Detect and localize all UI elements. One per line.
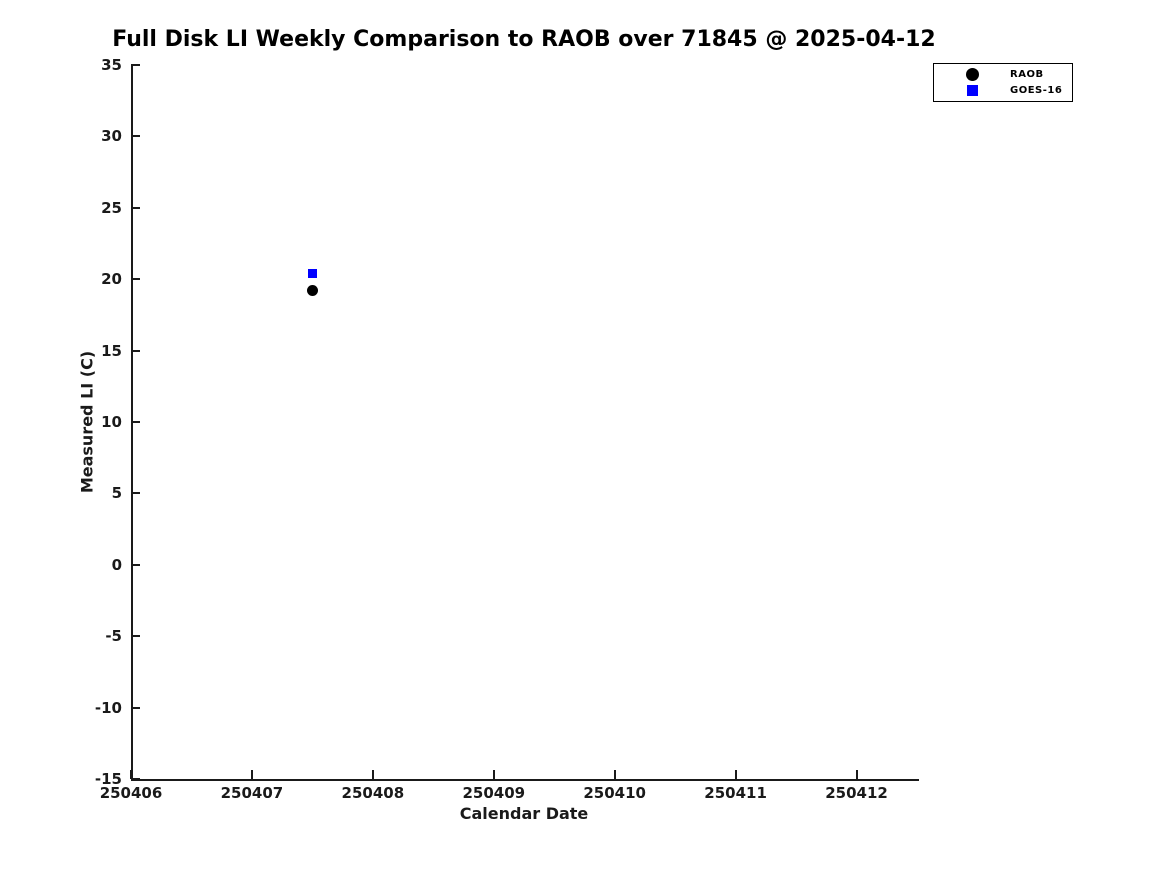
legend-label-raob: RAOB [1010, 69, 1044, 80]
y-tick-mark [131, 349, 140, 352]
y-tick-label: 25 [101, 198, 122, 217]
x-axis-spine [131, 779, 919, 781]
legend-label-goes-16: GOES-16 [1010, 85, 1063, 96]
x-tick-mark [492, 770, 495, 779]
goes-16-square-icon [966, 85, 978, 96]
y-tick-mark [131, 635, 140, 638]
y-tick-mark [131, 778, 140, 780]
y-tick-label: 30 [101, 127, 122, 146]
y-tick-mark [131, 492, 140, 495]
y-tick-label: 35 [101, 56, 122, 74]
x-tick-mark [371, 770, 374, 779]
y-axis-spine [131, 65, 133, 781]
y-tick-label: 5 [111, 484, 122, 503]
x-tick-mark [250, 770, 253, 779]
chart-title: Full Disk LI Weekly Comparison to RAOB o… [112, 27, 936, 52]
x-tick-label: 250409 [462, 784, 526, 802]
x-tick-label: 250412 [825, 784, 888, 802]
x-tick-mark [855, 770, 858, 779]
x-tick-label: 250407 [220, 784, 284, 802]
y-tick-mark [131, 278, 140, 281]
y-tick-label: 10 [101, 413, 122, 431]
y-tick-label: 15 [101, 341, 122, 360]
legend-item-raob: RAOB [934, 67, 1072, 83]
x-tick-mark [130, 770, 132, 779]
y-tick-mark [131, 206, 140, 209]
x-tick-mark [734, 770, 737, 779]
y-tick-mark [131, 563, 140, 566]
y-tick-label: -10 [94, 698, 122, 717]
y-tick-mark [131, 706, 140, 709]
legend-item-goes-16: GOES-16 [934, 83, 1072, 99]
y-tick-label: 0 [111, 555, 122, 574]
y-tick-label: 20 [101, 270, 122, 289]
goes-16-data-point [307, 268, 317, 278]
y-tick-mark [131, 421, 140, 423]
raob-data-point [306, 285, 318, 297]
y-tick-label: -5 [105, 627, 122, 646]
y-tick-mark [131, 64, 140, 66]
y-tick-mark [131, 135, 140, 138]
x-tick-mark [613, 770, 616, 779]
x-tick-label: 250408 [341, 784, 405, 802]
x-tick-label: 250410 [583, 784, 646, 802]
x-tick-label: 250406 [99, 784, 163, 802]
x-tick-label: 250411 [704, 784, 767, 802]
raob-circle-icon [965, 68, 979, 81]
x-axis-label: Calendar Date [459, 804, 589, 823]
y-tick-label: -15 [94, 770, 122, 788]
legend: RAOB GOES-16 [933, 63, 1073, 102]
